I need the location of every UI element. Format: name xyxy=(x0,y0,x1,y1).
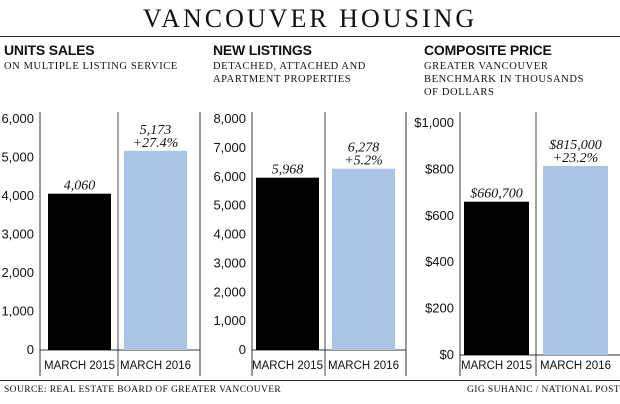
data-label: 6,278 xyxy=(348,141,380,156)
y-tick-label: 1,000 xyxy=(1,304,34,319)
y-tick-label: 3,000 xyxy=(1,227,34,242)
data-label: 4,060 xyxy=(64,179,96,194)
y-tick-label: 1,000 xyxy=(213,313,246,328)
y-tick-label: 5,000 xyxy=(213,198,246,213)
bar-units-sales-2 xyxy=(124,150,187,350)
y-tick-label: 3,000 xyxy=(213,255,246,270)
y-tick-label: $0 xyxy=(440,347,454,362)
panel-title-composite-price: COMPOSITE PRICE xyxy=(424,42,552,58)
data-label: +23.2% xyxy=(553,151,599,166)
panel-subtitle-composite-price: GREATER VANCOUVER BENCHMARK IN THOUSANDS… xyxy=(424,60,584,99)
bar-composite-price-2 xyxy=(543,165,608,355)
category-label: MARCH 2015 xyxy=(44,360,115,372)
y-tick-label: 8,000 xyxy=(213,111,246,126)
data-label: +27.4% xyxy=(133,136,179,151)
subtitle-line: GREATER VANCOUVER xyxy=(424,61,549,72)
panel-title-new-listings: NEW LISTINGS xyxy=(213,42,312,58)
data-label: $660,700 xyxy=(470,187,523,202)
footer-rule xyxy=(0,380,620,381)
y-tick-label: $800 xyxy=(425,161,454,176)
header-rule xyxy=(0,36,620,37)
y-tick-label: 2,000 xyxy=(213,284,246,299)
subtitle-line: BENCHMARK IN THOUSANDS xyxy=(424,74,585,85)
credit-note: GIG SUHANIC / NATIONAL POST xyxy=(467,385,620,395)
category-label: MARCH 2015 xyxy=(252,360,323,372)
y-tick-label: 2,000 xyxy=(1,265,34,280)
y-tick-label: 7,000 xyxy=(213,140,246,155)
y-tick-label: 0 xyxy=(27,342,34,357)
source-note: SOURCE: REAL ESTATE BOARD OF GREATER VAN… xyxy=(4,385,282,395)
category-label: MARCH 2016 xyxy=(328,360,399,372)
category-label: MARCH 2015 xyxy=(461,360,532,372)
subtitle-line: DETACHED, ATTACHED AND xyxy=(213,61,366,72)
data-label: 5,173 xyxy=(140,123,172,138)
y-tick-label: 0 xyxy=(239,342,246,357)
y-tick-label: 5,000 xyxy=(1,150,34,165)
category-label: MARCH 2016 xyxy=(120,360,191,372)
category-label: MARCH 2016 xyxy=(540,360,611,372)
subtitle-line: OF DOLLARS xyxy=(424,87,495,98)
y-tick-label: $600 xyxy=(425,208,454,223)
data-label: 5,968 xyxy=(272,163,304,178)
panel-subtitle-units-sales: ON MULTIPLE LISTING SERVICE xyxy=(4,60,178,73)
data-label: +5.2% xyxy=(344,154,383,169)
y-tick-label: 6,000 xyxy=(213,169,246,184)
subtitle-line: ON MULTIPLE LISTING SERVICE xyxy=(4,61,178,72)
bar-new-listings-2 xyxy=(332,168,395,350)
subtitle-line: APARTMENT PROPERTIES xyxy=(213,74,352,85)
y-tick-label: 4,000 xyxy=(213,227,246,242)
bar-composite-price-1 xyxy=(464,201,529,355)
page-title: VANCOUVER HOUSING xyxy=(142,4,478,33)
y-tick-label: $1,000 xyxy=(414,115,454,130)
panel-title-units-sales: UNITS SALES xyxy=(4,42,95,58)
panel-subtitle-new-listings: DETACHED, ATTACHED AND APARTMENT PROPERT… xyxy=(213,60,366,86)
y-tick-label: $400 xyxy=(425,254,454,269)
y-tick-label: $200 xyxy=(425,301,454,316)
y-tick-label: 4,000 xyxy=(1,188,34,203)
bar-units-sales-1 xyxy=(48,193,111,350)
y-tick-label: 6,000 xyxy=(1,111,34,126)
bar-new-listings-1 xyxy=(256,177,319,350)
data-label: $815,000 xyxy=(549,138,602,153)
